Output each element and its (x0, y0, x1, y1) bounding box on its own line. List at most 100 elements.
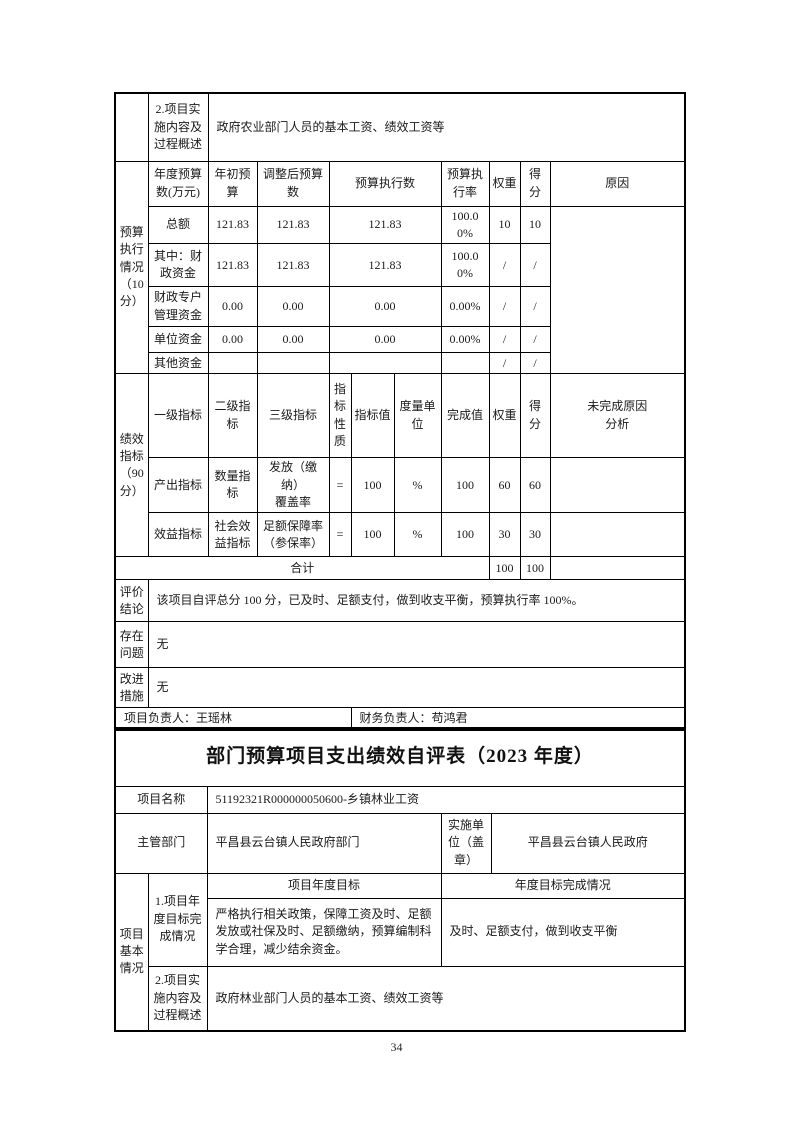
total-label: 合计 (114, 556, 490, 581)
impl-unit-label: 实施单位（盖章） (440, 812, 492, 874)
budget-header-weight: 权重 (488, 160, 521, 207)
budget-weight-value: 10 (488, 205, 521, 245)
budget-weight-value: / (488, 243, 521, 288)
budget-score-value: / (519, 326, 551, 354)
perf-level1-value: 产出指标 (147, 457, 209, 514)
perf-score-value: 30 (519, 512, 551, 558)
perf-target-value: 100 (350, 512, 395, 558)
perf-header-nature: 指标性质 (328, 373, 352, 459)
total-score-value: 100 (519, 556, 551, 581)
completion-text: 及时、足额支付，做到收支平衡 (440, 897, 686, 967)
budget-executed-value: 0.00 (328, 286, 442, 328)
self-evaluation-table-agriculture: 2.项目实施内容及过程概述 政府农业部门人员的基本工资、绩效工资等 预算执行情况… (114, 92, 687, 731)
budget-group-label: 预算执行情况（10分） (114, 160, 149, 375)
problems-text: 无 (147, 621, 686, 669)
perf-row-benefit: 效益指标 社会效益指标 足额保障率 （参保率） = 100 % 100 30 3… (115, 512, 686, 558)
budget-reason-cell (549, 205, 686, 375)
goal-header: 项目年度目标 (206, 872, 442, 899)
impl-overview-content: 政府林业部门人员的基本工资、绩效工资等 (206, 965, 686, 1032)
budget-rate-value: 100.00% (440, 205, 490, 245)
annual-goal-label: 1.项目年度目标完成情况 (147, 872, 208, 967)
budget-adjusted-value: 121.83 (256, 243, 330, 288)
impl-overview-label: 2.项目实施内容及过程概述 (147, 965, 208, 1032)
budget-row-special-account: 财政专户管理资金 0.00 0.00 0.00 0.00% / / (115, 286, 685, 328)
budget-weight-value: / (488, 286, 521, 328)
perf-reason-cell (549, 512, 686, 558)
budget-row-total: 总额 121.83 121.83 121.83 100.00% 10 10 (115, 205, 686, 375)
budget-header-reason: 原因 (549, 160, 686, 207)
budget-rate-value: 100.00% (440, 243, 490, 288)
impl-overview-row: 2.项目实施内容及过程概述 政府林业部门人员的基本工资、绩效工资等 (115, 965, 686, 1032)
budget-header-adjusted: 调整后预算数 (256, 160, 330, 207)
budget-header-rate: 预算执行率 (440, 160, 490, 207)
goal-content-row: 严格执行相关政策，保障工资及时、足额发放或社保及时、足额缴纳，预算编制科学合理，… (115, 897, 686, 967)
budget-initial-value: 0.00 (207, 286, 258, 328)
perf-actual-value: 100 (440, 457, 490, 514)
perf-header-unit: 度量单位 (393, 373, 442, 459)
budget-executed-value: 121.83 (328, 243, 442, 288)
budget-row-label: 总额 (147, 205, 209, 245)
perf-score-value: 60 (519, 457, 551, 514)
budget-executed-value: 121.83 (328, 205, 442, 245)
perf-nature-value: = (328, 457, 352, 514)
budget-score-value: / (519, 286, 551, 328)
budget-header-score: 得分 (519, 160, 551, 207)
perf-header-level2: 二级指标 (207, 373, 258, 459)
budget-row-label: 财政专户管理资金 (147, 286, 209, 328)
budget-executed-value (328, 352, 442, 375)
impl-unit-value: 平昌县云台镇人民政府 (490, 812, 686, 874)
problems-label: 存在问题 (114, 621, 149, 669)
perf-weight-value: 30 (488, 512, 521, 558)
project-name-value: 51192321R000000050600-乡镇林业工资 (206, 785, 686, 814)
group-cell-empty (114, 92, 149, 162)
budget-rate-value: 0.00% (440, 326, 490, 354)
perf-weight-value: 60 (488, 457, 521, 514)
self-evaluation-table-forestry: 部门预算项目支出绩效自评表（2023 年度） 项目名称 51192321R000… (114, 727, 687, 1032)
impl-overview-label: 2.项目实施内容及过程概述 (147, 92, 209, 162)
improvements-label: 改进措施 (114, 667, 149, 709)
perf-header-score: 得分 (519, 373, 551, 459)
budget-weight-value: / (488, 326, 521, 354)
page-number: 34 (390, 1040, 403, 1054)
project-name-row: 项目名称 51192321R000000050600-乡镇林业工资 (114, 785, 686, 814)
perf-header-unfinished-reason: 未完成原因 分析 (549, 373, 686, 459)
table-title: 部门预算项目支出绩效自评表（2023 年度） (114, 727, 686, 787)
conclusion-row: 评价结论 该项目自评总分 100 分，已及时、足额支付，做到收支平衡，预算执行率… (114, 579, 686, 623)
budget-weight-value: / (488, 352, 521, 375)
problems-row: 存在问题 无 (114, 621, 686, 669)
budget-adjusted-value (256, 352, 330, 375)
perf-header-weight: 权重 (488, 373, 521, 459)
budget-header-executed: 预算执行数 (328, 160, 442, 207)
perf-level3-value: 发放（缴纳） 覆盖率 (256, 457, 330, 514)
budget-initial-value (207, 352, 258, 375)
conclusion-text: 该项目自评总分 100 分，已及时、足额支付，做到收支平衡，预算执行率 100%… (147, 579, 686, 623)
budget-row-label: 单位资金 (147, 326, 209, 354)
budget-rate-value: 0.00% (440, 286, 490, 328)
perf-unit-value: % (393, 457, 442, 514)
improvements-text: 无 (147, 667, 686, 709)
budget-initial-value: 121.83 (207, 205, 258, 245)
department-value: 平昌县云台镇人民政府部门 (206, 812, 442, 874)
perf-header-actual: 完成值 (440, 373, 490, 459)
basic-info-group-label: 项目基本情况 (114, 872, 149, 1032)
total-reason-cell (549, 556, 686, 581)
budget-header-initial: 年初预算 (207, 160, 258, 207)
completion-header: 年度目标完成情况 (440, 872, 686, 899)
budget-row-fiscal: 其中：财政资金 121.83 121.83 121.83 100.00% / / (115, 243, 685, 288)
perf-header-target: 指标值 (350, 373, 395, 459)
budget-adjusted-value: 0.00 (256, 286, 330, 328)
perf-level1-value: 效益指标 (147, 512, 209, 558)
perf-header-level1: 一级指标 (147, 373, 209, 459)
budget-score-value: 10 (519, 205, 551, 245)
budget-initial-value: 121.83 (207, 243, 258, 288)
budget-adjusted-value: 0.00 (256, 326, 330, 354)
budget-adjusted-value: 121.83 (256, 205, 330, 245)
perf-unit-value: % (393, 512, 442, 558)
perf-row-output: 产出指标 数量指标 发放（缴纳） 覆盖率 = 100 % 100 60 60 (115, 457, 686, 514)
budget-executed-value: 0.00 (328, 326, 442, 354)
department-row: 主管部门 平昌县云台镇人民政府部门 实施单位（盖章） 平昌县云台镇人民政府 (114, 812, 686, 874)
budget-score-value: / (519, 243, 551, 288)
total-row: 合计 100 100 (114, 556, 686, 581)
goal-text: 严格执行相关政策，保障工资及时、足额发放或社保及时、足额缴纳，预算编制科学合理，… (206, 897, 442, 967)
